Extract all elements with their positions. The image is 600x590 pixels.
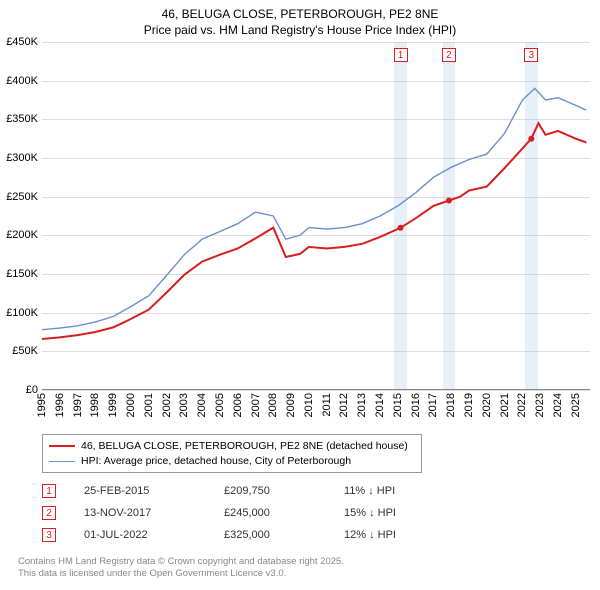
y-tick-label: £150K	[6, 268, 38, 280]
x-tick-label: 2018	[445, 393, 457, 417]
row-price: £325,000	[224, 529, 344, 541]
x-tick-label: 2019	[463, 393, 475, 417]
x-tick-label: 2014	[374, 393, 386, 417]
x-tick-label: 2001	[143, 393, 155, 417]
x-tick-label: 1998	[89, 393, 101, 417]
x-tick-label: 2023	[534, 393, 546, 417]
x-tick-label: 2021	[499, 393, 511, 417]
y-tick-label: £350K	[6, 113, 38, 125]
series-line	[42, 88, 586, 329]
row-badge: 3	[42, 528, 56, 542]
legend-item: HPI: Average price, detached house, City…	[49, 454, 415, 469]
row-date: 01-JUL-2022	[84, 529, 224, 541]
x-tick-label: 2002	[161, 393, 173, 417]
x-tick-label: 1996	[54, 393, 66, 417]
row-badge: 1	[42, 484, 56, 498]
table-row: 2 13-NOV-2017£245,00015% ↓ HPI	[42, 502, 444, 524]
y-tick-label: £100K	[6, 307, 38, 319]
x-tick-label: 2000	[125, 393, 137, 417]
x-tick-label: 2008	[267, 393, 279, 417]
x-tick-label: 2012	[338, 393, 350, 417]
y-tick-label: £250K	[6, 191, 38, 203]
y-tick-label: £200K	[6, 229, 38, 241]
row-date: 13-NOV-2017	[84, 507, 224, 519]
x-tick-label: 2017	[427, 393, 439, 417]
sale-marker	[446, 198, 452, 204]
x-tick-label: 2022	[516, 393, 528, 417]
sale-marker	[528, 136, 534, 142]
attribution: Contains HM Land Registry data © Crown c…	[18, 556, 344, 581]
x-tick-label: 2020	[481, 393, 493, 417]
y-tick-label: £50K	[12, 345, 38, 357]
chart-title: 46, BELUGA CLOSE, PETERBOROUGH, PE2 8NE …	[0, 0, 600, 38]
transaction-table: 1 25-FEB-2015£209,75011% ↓ HPI 2 13-NOV-201…	[42, 480, 444, 546]
x-tick-label: 2003	[178, 393, 190, 417]
x-tick-label: 2015	[392, 393, 404, 417]
table-row: 3 01-JUL-2022£325,00012% ↓ HPI	[42, 524, 444, 546]
y-tick-label: £300K	[6, 152, 38, 164]
x-tick-label: 1995	[36, 393, 48, 417]
legend-swatch	[49, 461, 75, 462]
row-badge: 2	[42, 506, 56, 520]
legend-swatch	[49, 445, 75, 447]
x-tick-label: 2016	[410, 393, 422, 417]
y-tick-label: £400K	[6, 75, 38, 87]
row-diff: 15% ↓ HPI	[344, 507, 444, 519]
x-tick-label: 2005	[214, 393, 226, 417]
y-tick-label: £450K	[6, 36, 38, 48]
x-tick-label: 2010	[303, 393, 315, 417]
y-gridline	[42, 390, 590, 391]
row-date: 25-FEB-2015	[84, 485, 224, 497]
row-diff: 11% ↓ HPI	[344, 485, 444, 497]
attribution-line-2: This data is licensed under the Open Gov…	[18, 568, 344, 580]
plot-area: £0£50K£100K£150K£200K£250K£300K£350K£400…	[42, 42, 590, 390]
x-tick-label: 2006	[232, 393, 244, 417]
legend: 46, BELUGA CLOSE, PETERBOROUGH, PE2 8NE …	[42, 434, 422, 473]
x-tick-label: 2013	[356, 393, 368, 417]
x-tick-label: 2011	[321, 393, 333, 417]
title-line-2: Price paid vs. HM Land Registry's House …	[0, 22, 600, 38]
row-price: £245,000	[224, 507, 344, 519]
legend-label: 46, BELUGA CLOSE, PETERBOROUGH, PE2 8NE …	[81, 439, 408, 454]
chart-container: 46, BELUGA CLOSE, PETERBOROUGH, PE2 8NE …	[0, 0, 600, 590]
x-tick-label: 2024	[552, 393, 564, 417]
table-row: 1 25-FEB-2015£209,75011% ↓ HPI	[42, 480, 444, 502]
sale-marker	[398, 225, 404, 231]
attribution-line-1: Contains HM Land Registry data © Crown c…	[18, 556, 344, 568]
x-tick-label: 1999	[107, 393, 119, 417]
row-diff: 12% ↓ HPI	[344, 529, 444, 541]
x-tick-label: 2007	[250, 393, 262, 417]
x-tick-label: 2004	[196, 393, 208, 417]
x-tick-label: 2009	[285, 393, 297, 417]
series-line	[42, 123, 586, 339]
row-price: £209,750	[224, 485, 344, 497]
legend-label: HPI: Average price, detached house, City…	[81, 454, 351, 469]
title-line-1: 46, BELUGA CLOSE, PETERBOROUGH, PE2 8NE	[0, 6, 600, 22]
line-layer	[42, 42, 590, 390]
legend-item: 46, BELUGA CLOSE, PETERBOROUGH, PE2 8NE …	[49, 439, 415, 454]
x-tick-label: 2025	[570, 393, 582, 417]
x-tick-label: 1997	[72, 393, 84, 417]
